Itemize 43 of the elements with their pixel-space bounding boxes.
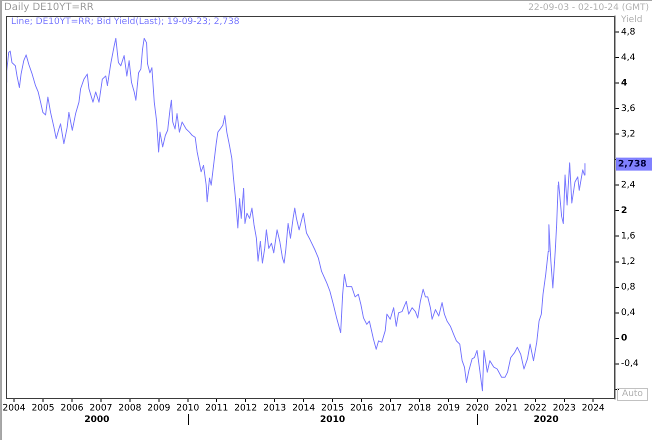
x-tick-label: 2013 xyxy=(263,404,286,414)
chart-subtitle: 22-09-03 - 02-10-24 (GMT) xyxy=(528,2,649,14)
y-tick-label: 4 xyxy=(621,78,628,88)
x-tick-label: 2004 xyxy=(2,404,26,414)
y-tick-label: 1,6 xyxy=(621,232,636,242)
x-tick-label: 2014 xyxy=(292,404,316,414)
y-tick-label: 4,4 xyxy=(621,52,636,63)
x-tick-label: 2016 xyxy=(350,404,374,414)
auto-button: Auto xyxy=(617,388,648,401)
y-tick-label: 0,4 xyxy=(621,308,636,318)
y-tick-label: 0 xyxy=(621,334,628,344)
x-tick-label: 2023 xyxy=(552,404,576,414)
y-tick-label: 3,2 xyxy=(621,129,636,140)
text: 2020 xyxy=(534,414,559,425)
x-tick-label: 2020 xyxy=(466,404,490,414)
text: 2000 xyxy=(84,414,110,425)
text: 2010 xyxy=(320,414,346,425)
x-tick-label: 2010 xyxy=(176,404,200,414)
annotation: 2,738 xyxy=(618,159,646,170)
x-tick-label: 2008 xyxy=(118,404,142,414)
x-tick-label: 2005 xyxy=(32,404,54,414)
x-tick-label: 2007 xyxy=(89,404,112,414)
x-tick-label: 2015 xyxy=(321,404,344,414)
y-tick-label: 1,2 xyxy=(621,257,636,268)
y-tick-label: 0,8 xyxy=(621,282,636,293)
y-tick-label: 2,4 xyxy=(621,180,636,190)
x-tick-label: 2018 xyxy=(408,404,432,414)
x-tick-label: 2019 xyxy=(436,404,460,414)
x-tick-label: 2017 xyxy=(379,404,402,414)
x-tick-label: 2011 xyxy=(205,404,228,414)
x-tick-label: 2022 xyxy=(524,404,547,414)
y-tick-label: 2 xyxy=(621,206,628,216)
y-tick-label: 3,6 xyxy=(621,104,636,114)
chart-title: Daily DE10YT=RR xyxy=(4,2,94,14)
y-axis-title: Yield xyxy=(621,15,642,26)
x-tick-label: 2021 xyxy=(494,404,518,414)
y-tick-label: -0,4 xyxy=(621,359,639,370)
y-tick-label: 4,8 xyxy=(621,27,636,38)
x-tick-label: 2012 xyxy=(234,404,258,414)
text: Line; DE10YT=RR; Bid Yield(Last); 19-09-23; 2,738 xyxy=(11,17,240,28)
x-tick-label: 2024 xyxy=(582,404,605,414)
x-tick-label: 2009 xyxy=(147,404,171,414)
x-tick-label: 2006 xyxy=(60,404,84,414)
